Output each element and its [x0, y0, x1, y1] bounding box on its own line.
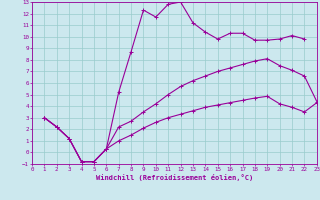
X-axis label: Windchill (Refroidissement éolien,°C): Windchill (Refroidissement éolien,°C)	[96, 174, 253, 181]
